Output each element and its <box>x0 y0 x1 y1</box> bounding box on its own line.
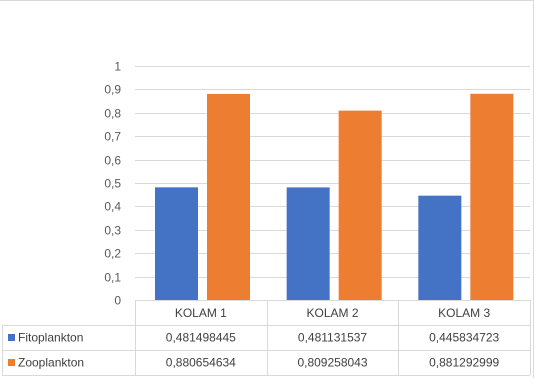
y-tick-label: 0,7 <box>104 130 121 144</box>
legend-swatch <box>8 359 15 366</box>
bar-fitoplankton <box>286 187 330 300</box>
y-tick-label: 0,4 <box>104 200 121 214</box>
bar-fitoplankton <box>155 187 198 300</box>
y-tick-label: 0,3 <box>104 224 121 238</box>
data-value-label: 0,809258043 <box>297 356 367 370</box>
bar-fitoplankton <box>418 195 462 300</box>
category-label: KOLAM 3 <box>438 306 490 320</box>
y-tick-label: 1 <box>114 60 121 74</box>
y-tick-label: 0,5 <box>104 177 121 191</box>
data-table: KOLAM 1 KOLAM 2 KOLAM 3 Fitoplankton 0,48149… <box>2 300 531 376</box>
data-value-label: 0,881292999 <box>429 356 499 370</box>
data-value-label: 0,481131537 <box>298 331 368 345</box>
y-tick-label: 0 <box>114 294 121 308</box>
y-tick-label: 0,1 <box>104 271 121 285</box>
y-tick-label: 0,6 <box>104 154 121 168</box>
y-tick-label: 0,9 <box>104 83 121 97</box>
y-tick-label: 0,2 <box>104 247 121 261</box>
data-value-label: 0,481498445 <box>166 331 236 345</box>
legend-series-name: Zooplankton <box>18 356 84 370</box>
bars <box>155 93 514 300</box>
legend-series-name: Fitoplankton <box>18 331 83 345</box>
data-value-label: 0,880654634 <box>166 356 236 370</box>
category-label: KOLAM 2 <box>306 306 358 320</box>
bar-zooplankton <box>207 93 250 300</box>
category-label: KOLAM 1 <box>175 306 227 320</box>
data-value-label: 0,445834723 <box>429 331 499 345</box>
legend-swatch <box>8 334 15 341</box>
bar-zooplankton <box>470 93 514 300</box>
y-axis-tick-labels: 0 0,1 0,2 0,3 0,4 0,5 0,6 0,7 0,8 0,9 1 <box>104 60 121 308</box>
y-tick-label: 0,8 <box>104 107 121 121</box>
bar-zooplankton <box>338 110 382 300</box>
